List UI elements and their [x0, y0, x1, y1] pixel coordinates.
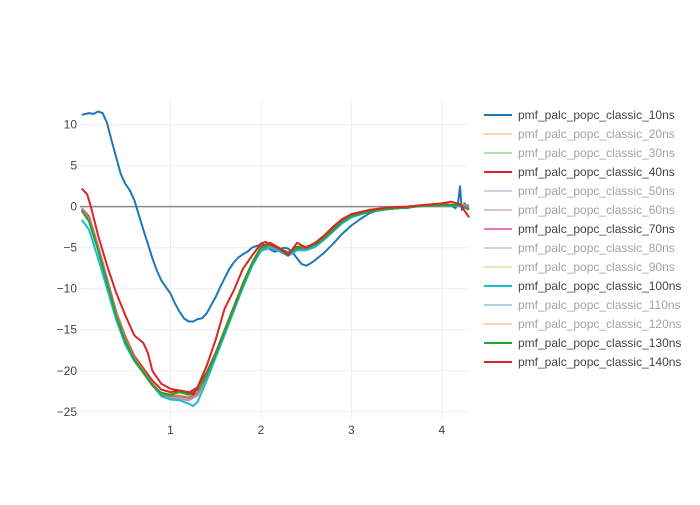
y-tick-label: 5 [70, 159, 77, 173]
legend-label: pmf_palc_popc_classic_60ns [518, 203, 675, 217]
legend-label: pmf_palc_popc_classic_30ns [518, 146, 675, 160]
series-line-14[interactable] [81, 187, 470, 396]
series-line-10[interactable] [80, 204, 470, 408]
legend[interactable]: pmf_palc_popc_classic_10ns pmf_palc_popc_… [484, 108, 681, 369]
grid-lines [80, 100, 469, 420]
legend-item[interactable]: pmf_palc_popc_classic_30ns [484, 146, 675, 160]
legend-label: pmf_palc_popc_classic_140ns [518, 355, 681, 369]
x-tick-label: 1 [167, 423, 174, 437]
legend-item[interactable]: pmf_palc_popc_classic_120ns [484, 317, 681, 331]
plot-area [80, 110, 470, 408]
legend-item[interactable]: pmf_palc_popc_classic_50ns [484, 184, 675, 198]
legend-label: pmf_palc_popc_classic_40ns [518, 165, 675, 179]
x-tick-label: 4 [439, 423, 446, 437]
legend-label: pmf_palc_popc_classic_50ns [518, 184, 675, 198]
x-tick-label: 2 [258, 423, 265, 437]
y-tick-label: −15 [57, 323, 78, 337]
legend-item[interactable]: pmf_palc_popc_classic_60ns [484, 203, 675, 217]
legend-item[interactable]: pmf_palc_popc_classic_110ns [484, 298, 681, 312]
legend-label: pmf_palc_popc_classic_110ns [518, 298, 681, 312]
legend-item[interactable]: pmf_palc_popc_classic_100ns [484, 279, 681, 293]
legend-label: pmf_palc_popc_classic_80ns [518, 241, 675, 255]
legend-item[interactable]: pmf_palc_popc_classic_10ns [484, 108, 675, 122]
legend-item[interactable]: pmf_palc_popc_classic_130ns [484, 336, 681, 350]
legend-label: pmf_palc_popc_classic_70ns [518, 222, 675, 236]
legend-item[interactable]: pmf_palc_popc_classic_20ns [484, 127, 675, 141]
legend-item[interactable]: pmf_palc_popc_classic_40ns [484, 165, 675, 179]
legend-item[interactable]: pmf_palc_popc_classic_70ns [484, 222, 675, 236]
legend-label: pmf_palc_popc_classic_120ns [518, 317, 681, 331]
y-tick-label: 0 [70, 200, 77, 214]
series-line-1[interactable] [81, 110, 470, 323]
x-tick-label: 3 [348, 423, 355, 437]
y-tick-label: −20 [57, 364, 78, 378]
series-line-13[interactable] [80, 204, 470, 396]
legend-label: pmf_palc_popc_classic_130ns [518, 336, 681, 350]
legend-label: pmf_palc_popc_classic_20ns [518, 127, 675, 141]
x-axis-ticks: 1 2 3 4 [167, 423, 445, 437]
legend-item[interactable]: pmf_palc_popc_classic_140ns [484, 355, 681, 369]
legend-item[interactable]: pmf_palc_popc_classic_80ns [484, 241, 675, 255]
legend-label: pmf_palc_popc_classic_90ns [518, 260, 675, 274]
y-axis-ticks: 10 5 0 −5 −10 −15 −20 −25 [57, 118, 78, 419]
y-tick-label: −10 [57, 282, 78, 296]
legend-item[interactable]: pmf_palc_popc_classic_90ns [484, 260, 675, 274]
y-tick-label: −25 [57, 405, 78, 419]
y-tick-label: −5 [63, 241, 77, 255]
legend-label: pmf_palc_popc_classic_10ns [518, 108, 675, 122]
y-tick-label: 10 [64, 118, 78, 132]
legend-label: pmf_palc_popc_classic_100ns [518, 279, 681, 293]
